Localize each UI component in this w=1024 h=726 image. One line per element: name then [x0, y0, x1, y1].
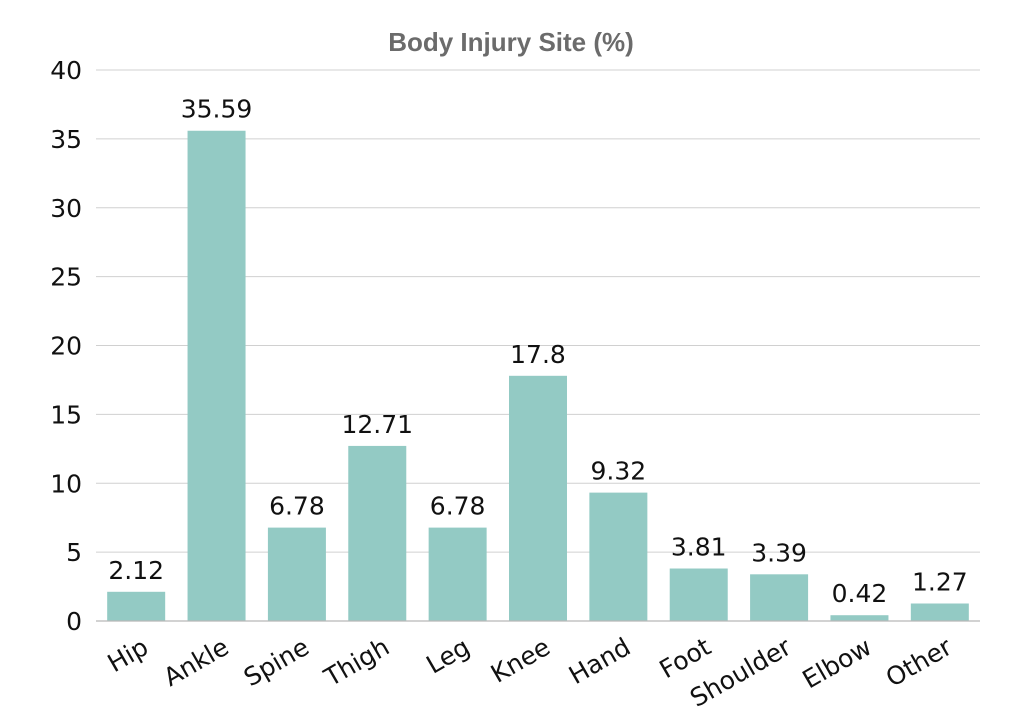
y-axis-ticks: 0 5 10 15 20 25 30 35 40: [50, 56, 82, 636]
x-tick-label-knee: Knee: [486, 632, 555, 689]
y-tick-label: 25: [50, 263, 82, 292]
bar-hand: [589, 492, 648, 621]
x-tick-label-spine: Spine: [239, 632, 314, 692]
x-tick-label-thigh: Thigh: [318, 632, 394, 693]
data-label-knee: 17.8: [510, 340, 566, 369]
bar-foot: [669, 568, 728, 621]
bar-other: [910, 603, 969, 621]
x-tick-label-leg: Leg: [421, 632, 474, 679]
data-label-hip: 2.12: [108, 556, 164, 585]
x-tick-label-other: Other: [881, 632, 958, 693]
x-tick-label-hand: Hand: [564, 632, 636, 690]
data-label-other: 1.27: [912, 568, 968, 597]
chart-title: Body Injury Site (%): [388, 27, 634, 57]
data-labels: 2.12 35.59 6.78 12.71 6.78 17.8 9.32 3.81 3.39 0.…: [108, 95, 967, 608]
data-label-elbow: 0.42: [832, 579, 888, 608]
bar-knee: [509, 375, 567, 621]
bar-elbow: [830, 615, 889, 621]
data-label-shoulder: 3.39: [751, 538, 807, 567]
data-label-foot: 3.81: [671, 533, 727, 562]
y-tick-label: 20: [50, 332, 82, 361]
y-tick-label: 0: [66, 607, 82, 636]
data-label-leg: 6.78: [430, 492, 486, 521]
data-label-hand: 9.32: [591, 457, 647, 486]
y-tick-label: 5: [66, 538, 82, 567]
x-tick-label-ankle: Ankle: [159, 632, 234, 692]
data-label-spine: 6.78: [269, 492, 325, 521]
x-axis-ticks: Hip Ankle Spine Thigh Leg Knee Hand FootShoulde…: [103, 632, 958, 713]
y-tick-label: 30: [50, 194, 82, 223]
bar-hip: [107, 591, 166, 621]
bar-leg: [428, 527, 487, 621]
bar-ankle: [187, 130, 246, 622]
y-tick-label: 10: [50, 469, 82, 498]
y-tick-label: 15: [50, 400, 82, 429]
bar-spine: [267, 527, 326, 621]
y-tick-label: 35: [50, 125, 82, 154]
bars: [107, 130, 969, 622]
data-label-thigh: 12.71: [341, 410, 413, 439]
bar-thigh: [348, 445, 407, 621]
x-tick-label-hip: Hip: [103, 632, 154, 678]
data-label-ankle: 35.59: [181, 95, 253, 124]
x-tick-label-elbow: Elbow: [798, 632, 877, 694]
y-tick-label: 40: [50, 56, 82, 85]
bar-shoulder: [750, 574, 809, 621]
